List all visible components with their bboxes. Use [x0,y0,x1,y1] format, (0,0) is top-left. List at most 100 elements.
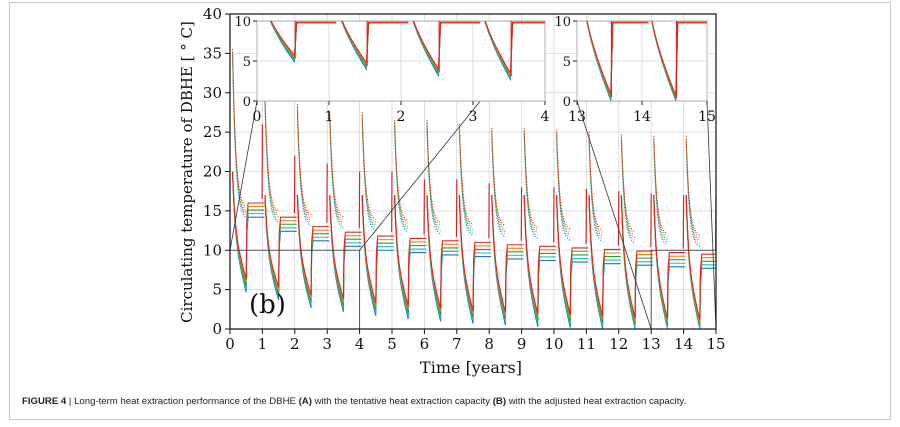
x-tick-label-1: 1 [258,335,268,353]
connector-2b [706,100,717,330]
outlet-curve-cycle-9-series-5 [491,195,524,313]
outlet-curve-cycle-14-series-5 [653,195,686,319]
inset-2-x-tick-label-14: 14 [633,109,651,125]
y-axis-label: Circulating temperature of DBHE [ ° C] [178,21,196,323]
x-tick-label-2: 2 [290,335,300,353]
outlet-curve-cycle-12-series-5 [588,195,621,317]
inset-1-x-tick-label-3: 3 [469,109,478,125]
inset-2-x-tick-label-15: 15 [698,109,716,125]
x-tick-label-8: 8 [484,335,494,353]
x-tick-label-15: 15 [706,335,725,353]
inlet-curve-cycle-7-series-3 [426,124,441,229]
inlet-curve-cycle-15-series-2 [685,142,701,245]
inlet-curve-cycle-2-series-4 [264,98,279,215]
figure-border [9,2,891,420]
outlet-curve-cycle-10-series-5 [523,195,556,315]
x-tick-label-9: 9 [517,335,527,353]
outlet-curve-cycle-2-series-4 [264,195,297,291]
y-tick-label-5: 5 [212,281,222,299]
x-tick-label-0: 0 [225,335,235,353]
inlet-curve-cycle-1-series-3 [232,53,247,213]
inlet-curve-cycle-14-series-4 [653,137,668,237]
y-tick-label-40: 40 [203,5,222,23]
outlet-curve-cycle-1-series-4 [232,171,265,283]
inlet-curve-cycle-9-series-5 [491,127,506,227]
caption-text-2: with the tentative heat extraction capac… [311,396,493,407]
caption-bold-b: (B) [492,396,507,407]
outlet-curve-cycle-7-series-5 [426,195,459,309]
inlet-curve-cycle-3-series-5 [296,104,312,215]
caption-figure-label: FIGURE 4 [22,396,67,407]
inlet-curve-cycle-4-series-5 [329,112,344,218]
inlet-curve-cycle-12-series-1 [588,140,603,243]
outlet-curve-cycle-3-series-1 [296,195,330,308]
inlet-curve-cycle-8-series-5 [458,123,474,225]
connector-2a [576,100,652,330]
x-tick-label-13: 13 [642,335,661,353]
inlet-curve-cycle-11-series-5 [556,129,571,230]
inlet-curve-cycle-11-series-2 [556,135,571,238]
inset-1-x-tick-label-1: 1 [325,109,334,125]
inset-1-curve-cycle-2-series-5 [341,21,409,65]
outlet-curve-cycle-4-series-1 [329,195,362,312]
inset-2-y-tick-label-0: 0 [563,95,571,110]
x-axis-label: Time [years] [420,358,522,377]
inlet-curve-cycle-13-series-3 [620,138,636,239]
inset-1-curve-cycle-3-series-5 [413,21,481,71]
y-tick-label-20: 20 [203,163,222,181]
inlet-curve-cycle-9-series-3 [491,132,506,232]
inlet-curve-cycle-1-series-4 [232,51,247,210]
outlet-curve-cycle-1-series-5 [232,171,265,280]
inset-2-curve-cycle-1-series-5 [586,21,649,94]
inlet-curve-cycle-8-series-3 [458,128,474,231]
inset-2-x-tick-label-13: 13 [568,109,586,125]
outlet-curve-cycle-4-series-2 [329,195,362,309]
figure-caption: FIGURE 4 | Long-term heat extraction per… [22,396,882,407]
inlet-curve-cycle-4-series-1 [329,120,344,229]
inset-2-series-group [586,21,707,101]
y-tick-label-30: 30 [203,84,222,102]
inset-1-x-tick-label-2: 2 [397,109,406,125]
inset-1-series-group [269,21,545,82]
caption-separator: | [66,396,75,407]
outlet-curve-cycle-1-series-3 [232,171,265,286]
inset-1-y-tick-label-5: 5 [243,55,251,70]
inlet-curve-cycle-4-series-2 [329,118,344,226]
y-tick-label-10: 10 [203,241,222,259]
outlet-curve-cycle-13-series-5 [620,195,654,319]
outlet-curve-cycle-5-series-5 [361,195,394,304]
inlet-curve-cycle-5-series-5 [361,112,377,220]
inlet-curve-cycle-9-series-4 [491,129,506,230]
inlet-curve-cycle-6-series-5 [394,119,409,222]
outlet-curve-cycle-10-series-2 [523,195,556,324]
inset-1-y-tick-label-10: 10 [234,15,251,30]
outlet-curve-cycle-6-series-2 [394,195,427,316]
inset-1-y-tick-label-0: 0 [243,95,251,110]
y-tick-label-15: 15 [203,202,222,220]
inlet-curve-cycle-1-series-2 [232,55,247,216]
outlet-curve-cycle-5-series-2 [361,195,394,313]
x-tick-label-10: 10 [544,335,563,353]
outlet-curve-cycle-11-series-5 [556,195,589,315]
inset-1-curve-cycle-4-series-5 [484,21,545,75]
x-tick-label-14: 14 [674,335,693,353]
inset-2-ticks: 13 14 15 0 5 10 [554,15,715,125]
outlet-curve-cycle-1-series-1 [232,171,265,293]
outlet-curve-cycle-6-series-5 [394,195,427,307]
inlet-curve-cycle-3-series-1 [296,112,312,227]
outlet-curve-cycle-2-series-2 [264,195,297,297]
inlet-curve-cycle-1-series-5 [232,49,247,208]
inset-2-y-tick-label-10: 10 [554,15,571,30]
x-tick-label-5: 5 [387,335,397,353]
outlet-curve-cycle-8-series-5 [458,195,492,311]
inlet-curve-cycle-15-series-5 [685,135,701,236]
x-tick-label-11: 11 [577,335,596,353]
x-tick-label-6: 6 [420,335,430,353]
outlet-curve-cycle-6-series-1 [394,195,427,319]
outlet-curve-cycle-2-series-3 [264,195,297,294]
inlet-curve-cycle-13-series-5 [620,134,636,233]
inset-2-y-tick-label-5: 5 [563,55,571,70]
caption-bold-a: (A) [298,396,312,407]
